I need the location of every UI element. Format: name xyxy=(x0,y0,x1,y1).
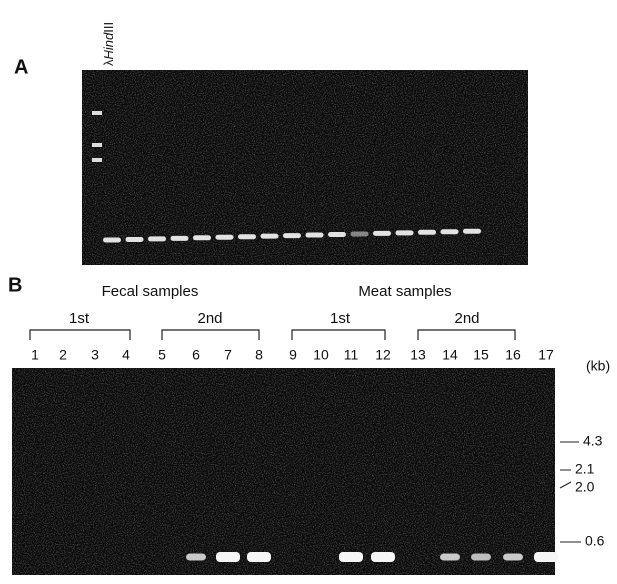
lane-number: 5 xyxy=(158,347,166,363)
band xyxy=(339,552,363,562)
size-marker: 4.3 xyxy=(583,433,603,449)
panel-label: B xyxy=(8,274,22,296)
bracket xyxy=(29,329,131,340)
band xyxy=(238,234,256,240)
marker-suffix: III xyxy=(101,22,116,33)
band xyxy=(148,236,166,242)
band xyxy=(103,237,121,243)
lane-number: 11 xyxy=(344,347,359,363)
lane-number: 6 xyxy=(192,347,200,363)
band xyxy=(463,228,481,234)
band xyxy=(350,231,369,237)
marker-prefix: λ xyxy=(101,59,116,66)
band xyxy=(215,234,234,240)
lane-number: 4 xyxy=(122,347,130,363)
lane-number: 2 xyxy=(59,347,67,363)
gel-noise xyxy=(82,70,528,265)
panel-label: A xyxy=(14,56,28,78)
band xyxy=(328,232,346,237)
subgroup-label: 2nd xyxy=(197,310,222,327)
lane-number: 1 xyxy=(31,347,39,363)
band xyxy=(193,235,211,241)
group-title: Meat samples xyxy=(358,283,451,300)
ladder-band xyxy=(92,143,102,147)
band xyxy=(305,232,324,238)
lane-number: 15 xyxy=(473,347,489,363)
band xyxy=(503,553,523,561)
band xyxy=(186,553,206,561)
band xyxy=(373,230,391,236)
bracket xyxy=(291,329,386,340)
band xyxy=(440,229,459,235)
size-marker: 2.1 xyxy=(575,461,595,477)
marker-italic: Hind xyxy=(101,32,116,60)
gel-b xyxy=(12,368,558,575)
lane-number: 8 xyxy=(255,347,263,363)
lane-number: 12 xyxy=(375,347,391,363)
subgroup-label: 2nd xyxy=(454,310,479,327)
subgroup-label: 1st xyxy=(330,310,351,327)
bracket xyxy=(417,329,516,340)
lane-number: 7 xyxy=(224,347,232,363)
band xyxy=(247,552,271,562)
size-unit: (kb) xyxy=(586,358,610,374)
lane-number: 16 xyxy=(505,347,521,363)
lane-number: 10 xyxy=(313,347,329,363)
band xyxy=(170,235,189,241)
lane-number: 17 xyxy=(538,347,554,363)
subgroup-label: 1st xyxy=(69,310,90,327)
marker-label: λHindIII xyxy=(101,22,116,66)
size-marker: 0.6 xyxy=(585,533,605,549)
size-marker: 2.0 xyxy=(575,479,595,495)
band xyxy=(283,233,301,239)
band xyxy=(418,229,436,235)
band xyxy=(471,553,491,561)
ladder-band xyxy=(92,111,102,115)
band xyxy=(395,230,414,236)
lane-number: 14 xyxy=(442,347,458,363)
gel-noise xyxy=(12,368,555,575)
group-title: Fecal samples xyxy=(102,283,199,300)
band xyxy=(125,236,144,242)
band xyxy=(440,553,460,561)
band xyxy=(534,552,558,562)
marker-tick xyxy=(559,481,572,489)
band xyxy=(260,233,279,239)
band xyxy=(216,552,240,562)
lane-number: 13 xyxy=(410,347,426,363)
lane-number: 3 xyxy=(91,347,99,363)
lane-number: 9 xyxy=(289,347,297,363)
bracket xyxy=(161,329,260,340)
ladder-band xyxy=(92,158,102,162)
band xyxy=(371,552,395,562)
gel-a xyxy=(82,70,528,265)
